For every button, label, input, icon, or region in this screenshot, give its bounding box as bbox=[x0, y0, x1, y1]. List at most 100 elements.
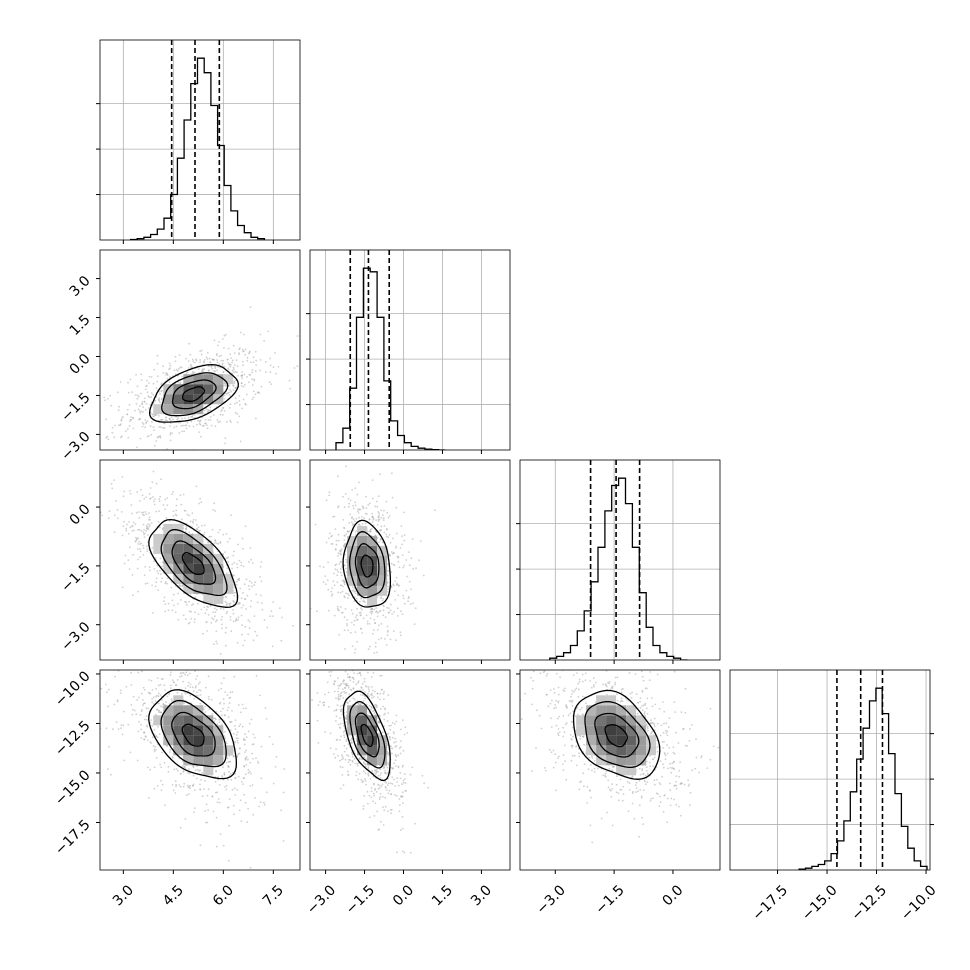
sample-point bbox=[136, 397, 139, 400]
sample-point bbox=[329, 674, 332, 677]
sample-point bbox=[207, 788, 210, 791]
sample-point bbox=[196, 602, 199, 605]
sample-point bbox=[167, 770, 170, 773]
sample-point bbox=[393, 741, 395, 744]
sample-point bbox=[371, 479, 374, 481]
sample-point bbox=[198, 689, 200, 691]
sample-point bbox=[386, 606, 388, 609]
sample-point bbox=[201, 524, 203, 527]
sample-point bbox=[148, 493, 151, 495]
sample-point bbox=[142, 423, 145, 425]
sample-point bbox=[125, 529, 128, 532]
sample-point bbox=[347, 743, 350, 746]
sample-point bbox=[188, 610, 191, 613]
joint-panel bbox=[306, 459, 511, 664]
sample-point bbox=[224, 730, 226, 733]
sample-point bbox=[362, 600, 364, 602]
sample-point bbox=[214, 510, 217, 512]
sample-point bbox=[394, 754, 397, 757]
sample-point bbox=[564, 744, 566, 747]
sample-point bbox=[399, 829, 402, 832]
sample-point bbox=[152, 382, 155, 385]
sample-point bbox=[199, 350, 202, 353]
sample-point bbox=[389, 747, 392, 750]
sample-point bbox=[160, 419, 163, 421]
sample-point bbox=[402, 597, 405, 600]
sample-point bbox=[169, 439, 172, 442]
sample-point bbox=[149, 497, 152, 500]
sample-point bbox=[188, 425, 191, 428]
sample-point bbox=[160, 705, 162, 707]
sample-point bbox=[110, 483, 113, 485]
sample-point bbox=[397, 560, 400, 563]
density-cell bbox=[163, 715, 174, 726]
sample-point bbox=[216, 642, 219, 645]
sample-point bbox=[339, 759, 341, 762]
sample-point bbox=[157, 702, 160, 705]
sample-point bbox=[104, 399, 106, 402]
density-cell bbox=[193, 745, 204, 756]
sample-point bbox=[338, 550, 341, 552]
sample-point bbox=[383, 531, 386, 534]
sample-point bbox=[233, 368, 235, 371]
sample-point bbox=[327, 691, 330, 694]
sample-point bbox=[216, 801, 219, 804]
sample-point bbox=[224, 383, 227, 386]
sample-point bbox=[403, 773, 406, 776]
density-cell bbox=[213, 583, 224, 594]
sample-point bbox=[147, 691, 150, 694]
sample-point bbox=[383, 525, 386, 527]
sample-point bbox=[270, 383, 273, 386]
sample-point bbox=[216, 361, 219, 364]
panel-border bbox=[99, 459, 301, 661]
sample-point bbox=[333, 709, 336, 712]
sample-point bbox=[378, 787, 381, 789]
sample-point bbox=[377, 629, 379, 631]
sample-point bbox=[222, 338, 224, 340]
sample-point bbox=[409, 603, 412, 605]
sample-point bbox=[200, 435, 202, 438]
sample-point bbox=[193, 621, 196, 623]
sample-point bbox=[175, 768, 178, 770]
sample-point bbox=[359, 674, 362, 677]
sample-point bbox=[248, 588, 251, 591]
sample-point bbox=[324, 583, 327, 586]
sample-point bbox=[139, 543, 142, 545]
sample-point bbox=[147, 739, 149, 742]
sample-point bbox=[113, 436, 116, 439]
sample-point bbox=[248, 561, 250, 563]
sample-point bbox=[324, 575, 327, 577]
sample-point bbox=[354, 530, 357, 533]
sample-point bbox=[265, 371, 267, 373]
sample-point bbox=[226, 742, 228, 745]
sample-point bbox=[176, 691, 179, 694]
sample-point bbox=[334, 528, 337, 530]
sample-point bbox=[171, 679, 174, 681]
sample-point bbox=[584, 702, 587, 705]
sample-point bbox=[130, 704, 133, 706]
sample-point bbox=[199, 844, 202, 847]
sample-point bbox=[113, 531, 116, 534]
density-cell bbox=[357, 705, 368, 716]
sample-point bbox=[341, 590, 344, 593]
sample-point bbox=[386, 574, 389, 577]
sample-point bbox=[128, 546, 131, 549]
sample-point bbox=[348, 693, 350, 696]
sample-point bbox=[644, 687, 647, 690]
sample-point bbox=[357, 762, 360, 765]
sample-point bbox=[199, 689, 202, 692]
sample-point bbox=[243, 661, 245, 663]
sample-point bbox=[346, 754, 348, 756]
sample-point bbox=[395, 714, 398, 717]
sample-point bbox=[642, 679, 645, 682]
density-cell bbox=[213, 755, 224, 766]
sample-point bbox=[264, 707, 267, 709]
density-cell bbox=[163, 394, 174, 405]
sample-point bbox=[217, 344, 219, 347]
sample-point bbox=[245, 393, 248, 396]
sample-point bbox=[397, 754, 400, 757]
panel-border bbox=[99, 249, 301, 451]
sample-point bbox=[372, 775, 375, 778]
sample-point bbox=[358, 516, 360, 519]
sample-point bbox=[145, 421, 148, 424]
